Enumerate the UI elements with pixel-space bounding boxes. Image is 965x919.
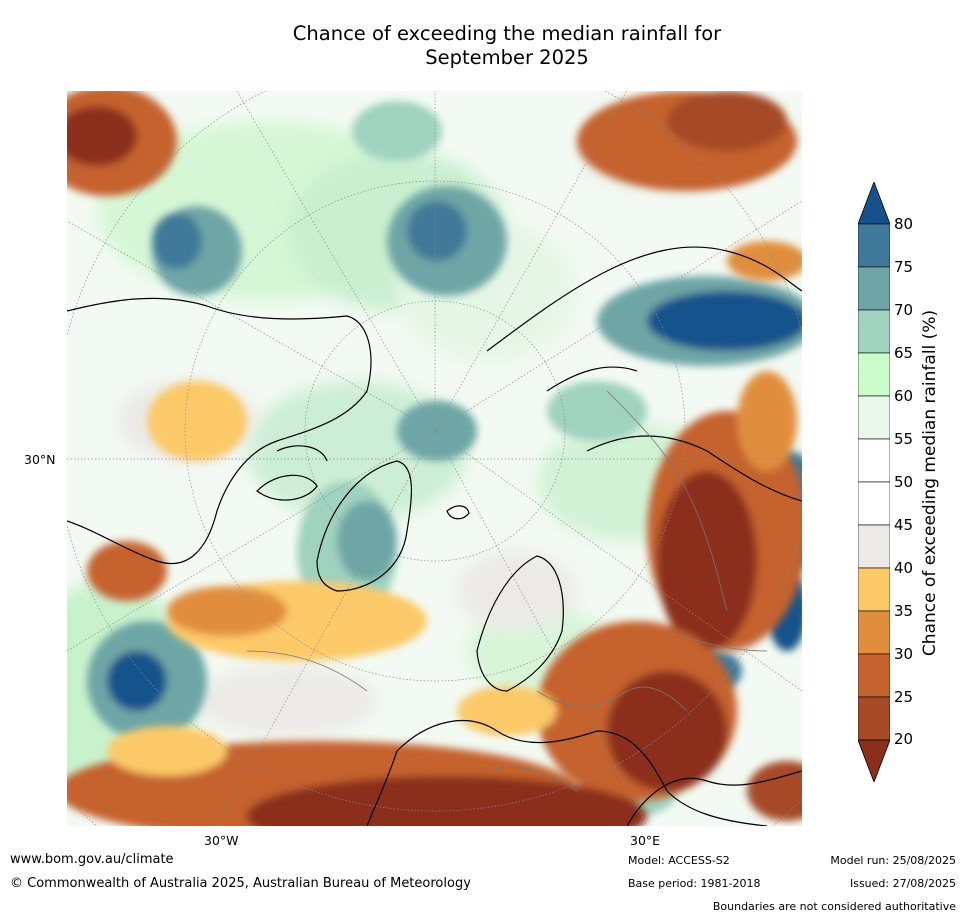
coastlines — [67, 246, 802, 826]
footer-base-period: Base period: 1981-2018 — [628, 877, 761, 890]
footer-website-link[interactable]: www.bom.gov.au/climate — [10, 852, 174, 867]
legend-tick-45: 45 — [894, 516, 914, 534]
footer-issued: Issued: 27/08/2025 — [849, 877, 956, 890]
footer-model-run: Model run: 25/08/2025 — [830, 854, 956, 867]
swatch-20-25 — [858, 696, 890, 741]
legend-tick-60: 60 — [894, 387, 914, 405]
legend-colorbar — [858, 182, 890, 782]
swatch-50-55 — [858, 438, 890, 483]
legend-swatches — [858, 223, 890, 741]
swatch-30-35 — [858, 610, 890, 655]
legend-tick-30: 30 — [894, 645, 914, 663]
legend-tick-40: 40 — [894, 559, 914, 577]
longitude-label-30e: 30°E — [630, 833, 661, 848]
map-svg — [67, 91, 802, 826]
legend-arrow-bottom — [858, 739, 890, 782]
longitude-label-30w: 30°W — [204, 833, 239, 848]
graticule — [67, 91, 802, 826]
rainfall-probability-map — [67, 91, 802, 826]
swatch-60-65 — [858, 352, 890, 397]
legend-title-text: Chance of exceeding median rainfall (%) — [920, 309, 940, 657]
swatch-40-45 — [858, 524, 890, 569]
legend-tick-25: 25 — [894, 688, 914, 706]
footer-copyright: © Commonwealth of Australia 2025, Austra… — [10, 876, 471, 891]
drier-areas — [67, 91, 802, 826]
legend-arrow-top — [858, 182, 890, 225]
chart-title: Chance of exceeding the median rainfall … — [0, 22, 965, 70]
legend-tick-65: 65 — [894, 344, 914, 362]
swatch-45-50 — [858, 481, 890, 526]
title-line-2: September 2025 — [425, 46, 589, 69]
swatch-65-70 — [858, 309, 890, 354]
footer-disclaimer: Boundaries are not considered authoritat… — [712, 900, 956, 913]
legend-tick-70: 70 — [894, 301, 914, 319]
legend-tick-55: 55 — [894, 430, 914, 448]
swatch-75-80 — [858, 223, 890, 268]
country-borders — [246, 390, 768, 792]
swatch-25-30 — [858, 653, 890, 698]
swatch-55-60 — [858, 395, 890, 440]
legend-tick-75: 75 — [894, 258, 914, 276]
legend-tick-20: 20 — [894, 730, 914, 748]
title-line-1: Chance of exceeding the median rainfall … — [292, 22, 722, 45]
legend-tick-35: 35 — [894, 602, 914, 620]
swatch-35-40 — [858, 567, 890, 612]
swatch-70-75 — [858, 266, 890, 311]
footer-model: Model: ACCESS-S2 — [628, 854, 730, 867]
legend-tick-50: 50 — [894, 473, 914, 491]
latitude-label-30n: 30°N — [24, 452, 56, 467]
legend-tick-80: 80 — [894, 215, 914, 233]
